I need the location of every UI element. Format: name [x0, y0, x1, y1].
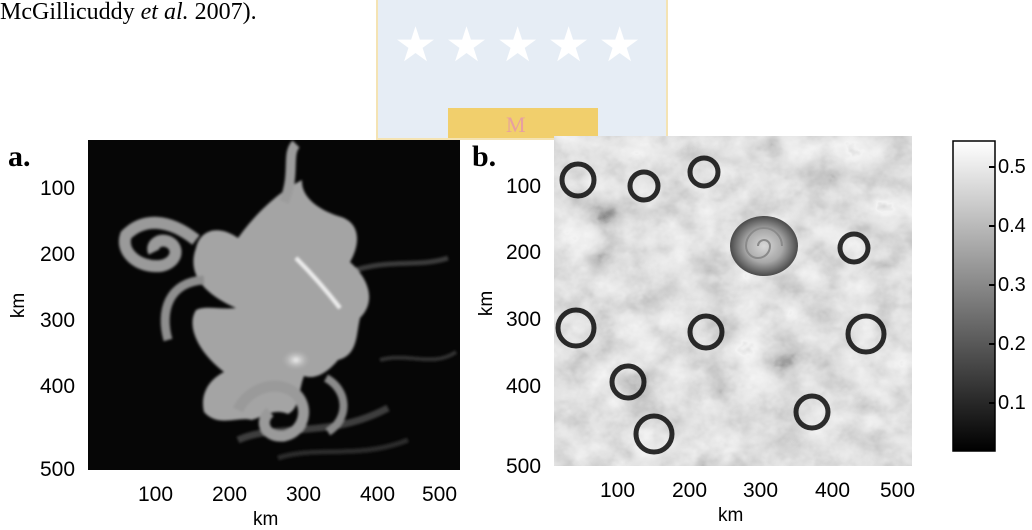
colorbar-tick-label: 0.5: [998, 156, 1026, 178]
panel-b-eddy-spiral: [744, 227, 783, 259]
panel-b-xlabel: km: [718, 505, 744, 526]
panel-a-swirl: [118, 216, 200, 273]
caption-etal: et al.: [140, 0, 189, 25]
panel-b-eddy: [793, 393, 831, 431]
panel-a-swirl: [160, 275, 205, 342]
panel-b-eddy: [627, 169, 661, 203]
panel-b-ytick-label: 400: [506, 375, 542, 398]
panel-a-lobe: [279, 140, 301, 204]
panel-b-ytick-label: 100: [506, 175, 542, 198]
panel-b-ytick-label: 200: [506, 241, 542, 264]
panel-b-xtick-label: 100: [600, 479, 636, 502]
colorbar-tick-label: 0.4: [998, 215, 1026, 237]
panel-a-label: a.: [8, 140, 31, 173]
panel-b-xtick-label: 300: [743, 479, 779, 502]
panel-a-ylabel: km: [8, 292, 30, 319]
panel-b-eddy: [687, 155, 721, 189]
panel-a-ytick-label: 500: [40, 458, 76, 481]
colorbar-tick-label: 0.1: [998, 392, 1026, 414]
colorbar-tick-label: 0.2: [998, 333, 1026, 355]
panel-a-xtick-label: 200: [212, 483, 248, 506]
panel-b-label: b.: [472, 140, 497, 173]
colorbar-tick: [989, 225, 995, 227]
watermark-logo: ★★★★★ M: [376, 0, 668, 140]
panel-b-ytick-label: 500: [506, 455, 542, 478]
panel-b-eddy: [609, 363, 647, 401]
panel-a-filament: [379, 350, 458, 362]
panel-a-xtick-label: 100: [138, 483, 174, 506]
panel-a-plot: [88, 140, 460, 470]
panel-b-ytick-label: 300: [506, 308, 542, 331]
panel-a-filament: [236, 404, 390, 444]
caption-prefix: McGillicuddy: [0, 0, 141, 25]
panel-b-xtick-label: 200: [672, 479, 708, 502]
panel-b-eddy: [633, 413, 675, 455]
colorbar-tick-label: 0.3: [998, 274, 1026, 296]
panel-a-filament: [349, 255, 449, 275]
panel-a-xlabel: km: [253, 509, 279, 530]
panel-b-background: [554, 136, 912, 466]
colorbar-tick: [989, 166, 995, 168]
panel-a-ytick-label: 400: [40, 375, 76, 398]
panel-a-swirl: [232, 380, 310, 442]
colorbar-tick: [989, 402, 995, 404]
panel-b-eddy: [555, 307, 597, 349]
colorbar: [952, 140, 996, 452]
panel-a-xtick-label: 400: [360, 483, 396, 506]
panel-a-filament: [277, 437, 409, 461]
colorbar-tick: [989, 343, 995, 345]
panel-a-xtick-label: 500: [422, 483, 458, 506]
panel-b-ylabel: km: [476, 290, 498, 317]
watermark-stars: ★★★★★: [394, 19, 650, 72]
watermark-band: [448, 108, 598, 138]
panel-b-xtick-label: 500: [880, 479, 916, 502]
panel-a-swirl: [323, 374, 348, 436]
panel-a-streak: [294, 256, 342, 310]
panel-a-xtick-label: 300: [286, 483, 322, 506]
panel-a-water-mass: [192, 180, 370, 421]
panel-a-ytick-label: 300: [40, 309, 76, 332]
panel-b-eddy: [559, 161, 597, 199]
panel-b-large-eddy: [730, 216, 798, 276]
watermark-mark: M: [506, 112, 526, 137]
panel-b-eddy: [837, 231, 871, 265]
colorbar-gradient: [952, 140, 996, 452]
panel-b-eddy: [687, 313, 725, 351]
panel-b-plot: [554, 136, 912, 466]
panel-a-ytick-label: 200: [40, 243, 76, 266]
panel-a-ytick-label: 100: [40, 177, 76, 200]
panel-b-eddy: [845, 313, 887, 355]
colorbar-tick: [989, 284, 995, 286]
panel-a-bright-spot: [282, 350, 310, 370]
caption-suffix: 2007).: [188, 0, 257, 25]
panel-b-xtick-label: 400: [815, 479, 851, 502]
caption-fragment: McGillicuddy et al. 2007).: [0, 0, 257, 24]
